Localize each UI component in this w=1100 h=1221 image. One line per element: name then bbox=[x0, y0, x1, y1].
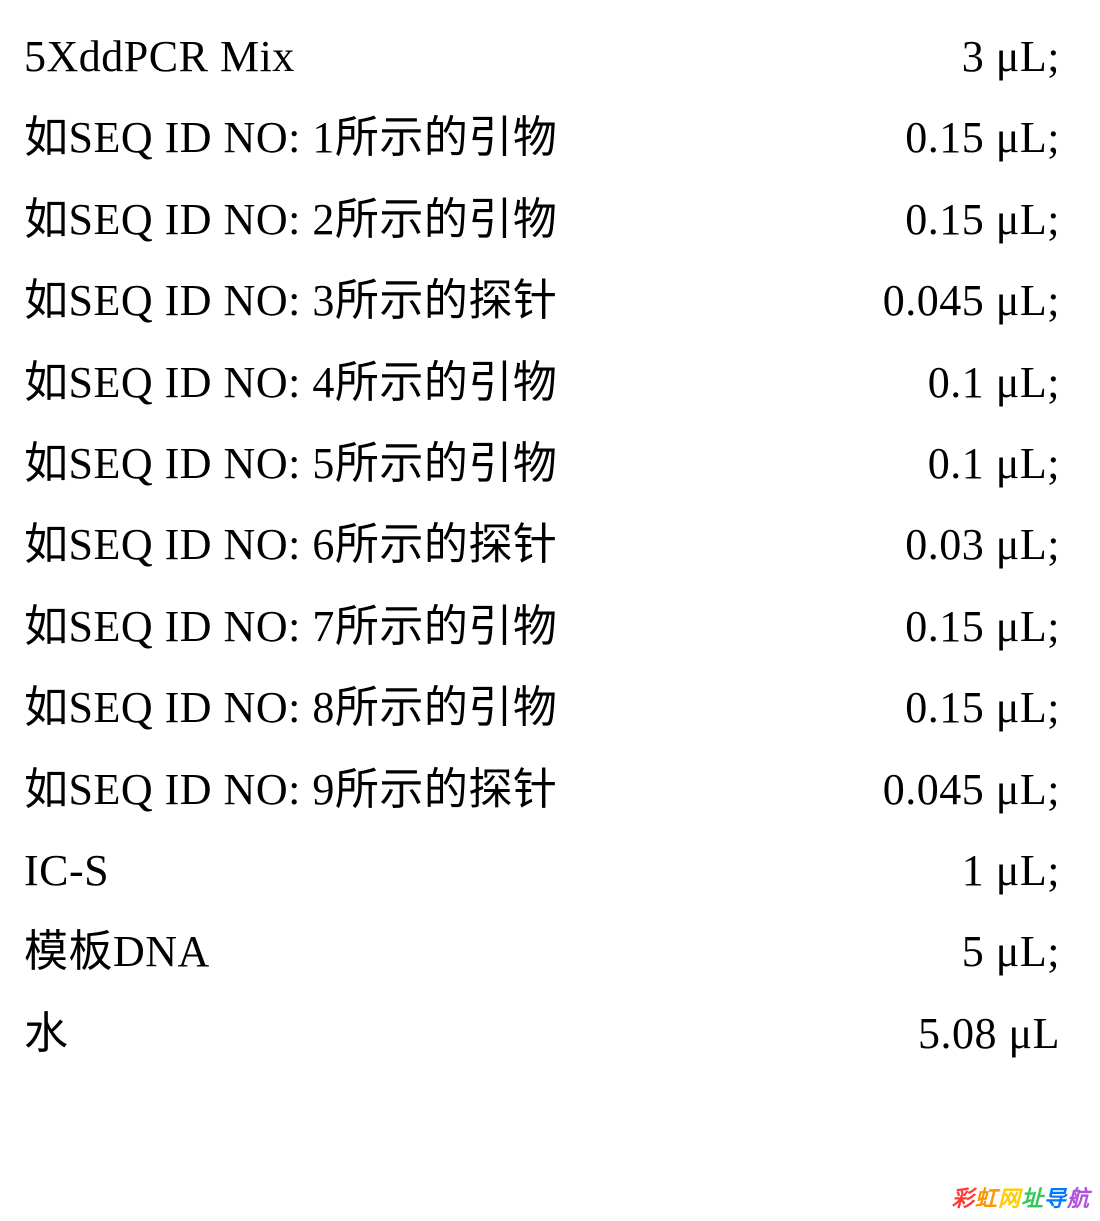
row-value: 0.045 μL; bbox=[883, 260, 1060, 341]
row-label: 如SEQ ID NO: 9所示的探针 bbox=[24, 749, 557, 830]
watermark-char: 网 bbox=[998, 1186, 1021, 1211]
watermark-char: 址 bbox=[1021, 1186, 1044, 1211]
watermark: 彩虹网址导航 bbox=[952, 1181, 1090, 1213]
row-label: 如SEQ ID NO: 7所示的引物 bbox=[24, 586, 557, 667]
row-label: 如SEQ ID NO: 3所示的探针 bbox=[24, 260, 557, 341]
row-value: 0.15 μL; bbox=[905, 97, 1060, 178]
row-label: 5XddPCR Mix bbox=[24, 16, 295, 97]
row-value: 0.045 μL; bbox=[883, 749, 1060, 830]
row-label: 如SEQ ID NO: 6所示的探针 bbox=[24, 504, 557, 585]
list-row: 如SEQ ID NO: 8所示的引物 0.15 μL; bbox=[24, 667, 1060, 748]
list-row: 如SEQ ID NO: 3所示的探针 0.045 μL; bbox=[24, 260, 1060, 341]
list-row: IC-S 1 μL; bbox=[24, 830, 1060, 911]
row-value: 1 μL; bbox=[962, 830, 1060, 911]
row-label: 模板DNA bbox=[24, 911, 210, 992]
row-label: 如SEQ ID NO: 8所示的引物 bbox=[24, 667, 557, 748]
row-label: 如SEQ ID NO: 1所示的引物 bbox=[24, 97, 557, 178]
watermark-char: 航 bbox=[1067, 1186, 1090, 1211]
row-value: 5 μL; bbox=[962, 911, 1060, 992]
list-row: 如SEQ ID NO: 7所示的引物 0.15 μL; bbox=[24, 586, 1060, 667]
row-label: IC-S bbox=[24, 830, 109, 911]
list-row: 模板DNA 5 μL; bbox=[24, 911, 1060, 992]
list-row: 5XddPCR Mix 3 μL; bbox=[24, 16, 1060, 97]
page-wrapper: 5XddPCR Mix 3 μL; 如SEQ ID NO: 1所示的引物 0.1… bbox=[0, 0, 1100, 1221]
row-value: 0.03 μL; bbox=[905, 504, 1060, 585]
row-value: 0.15 μL; bbox=[905, 586, 1060, 667]
list-row: 如SEQ ID NO: 9所示的探针 0.045 μL; bbox=[24, 749, 1060, 830]
watermark-char: 彩 bbox=[952, 1186, 975, 1211]
row-label: 水 bbox=[24, 993, 69, 1074]
row-label: 如SEQ ID NO: 5所示的引物 bbox=[24, 423, 557, 504]
list-row: 如SEQ ID NO: 6所示的探针 0.03 μL; bbox=[24, 504, 1060, 585]
watermark-char: 导 bbox=[1044, 1186, 1067, 1211]
row-label: 如SEQ ID NO: 4所示的引物 bbox=[24, 342, 557, 423]
list-row: 如SEQ ID NO: 1所示的引物 0.15 μL; bbox=[24, 97, 1060, 178]
row-value: 0.15 μL; bbox=[905, 179, 1060, 260]
watermark-char: 虹 bbox=[975, 1186, 998, 1211]
reagent-list: 5XddPCR Mix 3 μL; 如SEQ ID NO: 1所示的引物 0.1… bbox=[0, 0, 1100, 1094]
list-row: 如SEQ ID NO: 4所示的引物 0.1 μL; bbox=[24, 342, 1060, 423]
list-row: 水 5.08 μL bbox=[24, 993, 1060, 1074]
row-value: 3 μL; bbox=[962, 16, 1060, 97]
row-value: 0.1 μL; bbox=[928, 423, 1060, 504]
row-label: 如SEQ ID NO: 2所示的引物 bbox=[24, 179, 557, 260]
row-value: 0.15 μL; bbox=[905, 667, 1060, 748]
list-row: 如SEQ ID NO: 5所示的引物 0.1 μL; bbox=[24, 423, 1060, 504]
row-value: 0.1 μL; bbox=[928, 342, 1060, 423]
row-value: 5.08 μL bbox=[918, 993, 1060, 1074]
list-row: 如SEQ ID NO: 2所示的引物 0.15 μL; bbox=[24, 179, 1060, 260]
